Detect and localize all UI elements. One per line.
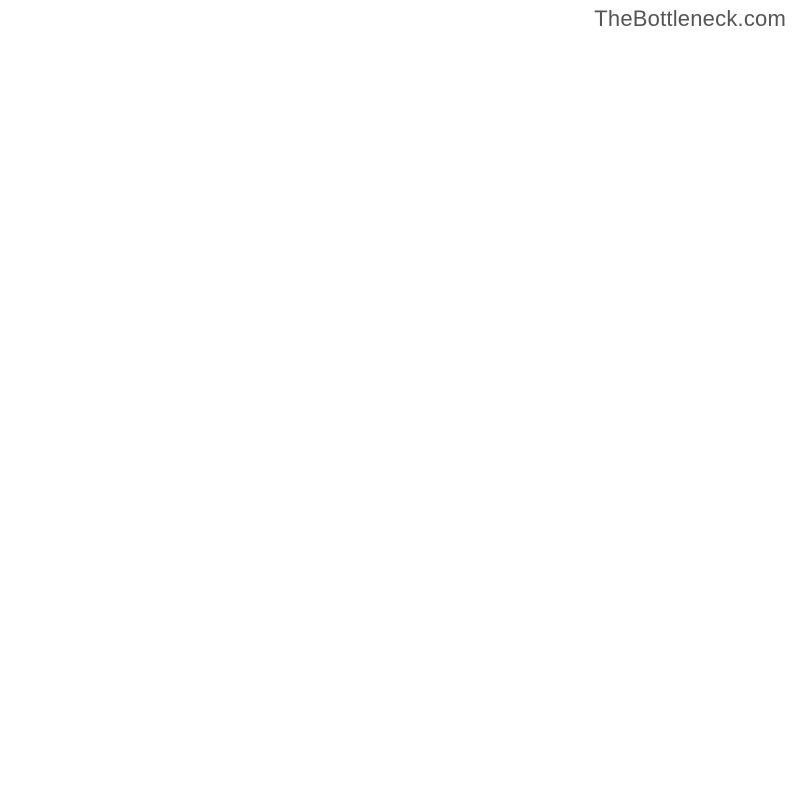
bottleneck-heatmap-canvas <box>0 0 800 800</box>
watermark-text: TheBottleneck.com <box>594 6 786 32</box>
chart-container: TheBottleneck.com <box>0 0 800 800</box>
